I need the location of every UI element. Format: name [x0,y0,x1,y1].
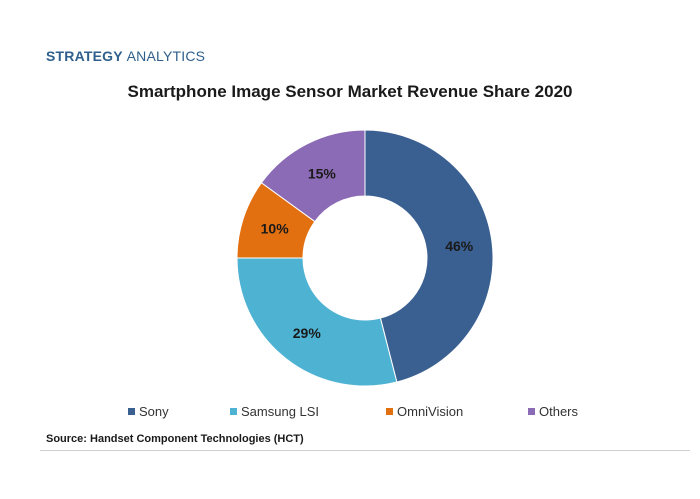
slice-others [260,129,366,223]
slice-label-omnivision: 10% [261,221,290,237]
chart-title: Smartphone Image Sensor Market Revenue S… [127,82,573,101]
legend-item-others: Others [528,404,578,419]
donut-chart: 46% 29% 10% 15% [236,129,494,387]
slice-label-sony: 46% [445,238,474,254]
brand-bold: STRATEGY [46,48,123,64]
legend-swatch-samsung-lsi [230,408,237,415]
legend-label-omnivision: OmniVision [397,404,464,419]
legend-label-others: Others [539,404,579,419]
legend-swatch-omnivision [386,408,393,415]
legend-label-sony: Sony [139,404,169,419]
brand-light: ANALYTICS [126,48,206,64]
source-note: Source: Handset Component Technologies (… [46,433,304,445]
slice-label-samsung-lsi: 29% [293,325,322,341]
brand-logo: STRATEGY ANALYTICS [46,48,205,64]
legend-item-sony: Sony [128,404,169,419]
bottom-divider [40,450,690,451]
slice-label-others: 15% [308,165,337,181]
slice-samsung-lsi [236,257,398,387]
legend-swatch-others [528,408,535,415]
chart-legend: Sony Samsung LSI OmniVision Others [0,404,700,422]
slice-sony [364,129,494,383]
legend-swatch-sony [128,408,135,415]
legend-item-omnivision: OmniVision [386,404,463,419]
legend-label-samsung-lsi: Samsung LSI [241,404,320,419]
legend-item-samsung-lsi: Samsung LSI [230,404,319,419]
